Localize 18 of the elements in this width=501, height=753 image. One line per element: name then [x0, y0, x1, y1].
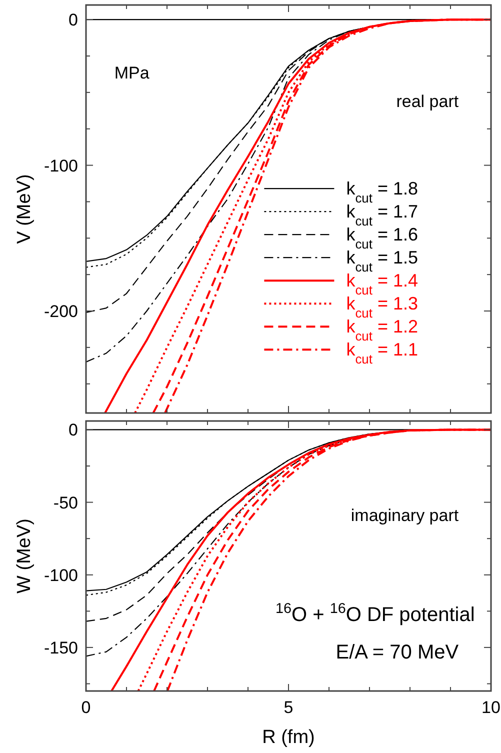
x-tick-label: 0	[81, 698, 91, 717]
y-axis-title: W (MeV)	[14, 518, 35, 594]
annotation: E/A = 70 MeV	[336, 642, 460, 664]
annotation: real part	[396, 92, 459, 111]
y-tick-label: -50	[53, 493, 78, 512]
y-tick-label: 0	[68, 10, 78, 30]
annotation: imaginary part	[350, 506, 459, 525]
y-tick-label: 0	[68, 420, 78, 440]
annotation: $^{16}$O + $^{16}$O DF potential	[275, 600, 475, 626]
y-tick-label: -100	[44, 156, 78, 176]
x-tick-label: 5	[284, 698, 294, 717]
y-tick-label: -150	[44, 638, 78, 658]
y-tick-label: -100	[44, 566, 78, 585]
y-axis-title: V (MeV)	[14, 174, 35, 244]
y-tick-label: -200	[44, 302, 78, 321]
x-axis-title: R (fm)	[262, 727, 315, 748]
x-tick-label: 10	[482, 698, 500, 717]
annotation: MPa	[114, 63, 150, 82]
